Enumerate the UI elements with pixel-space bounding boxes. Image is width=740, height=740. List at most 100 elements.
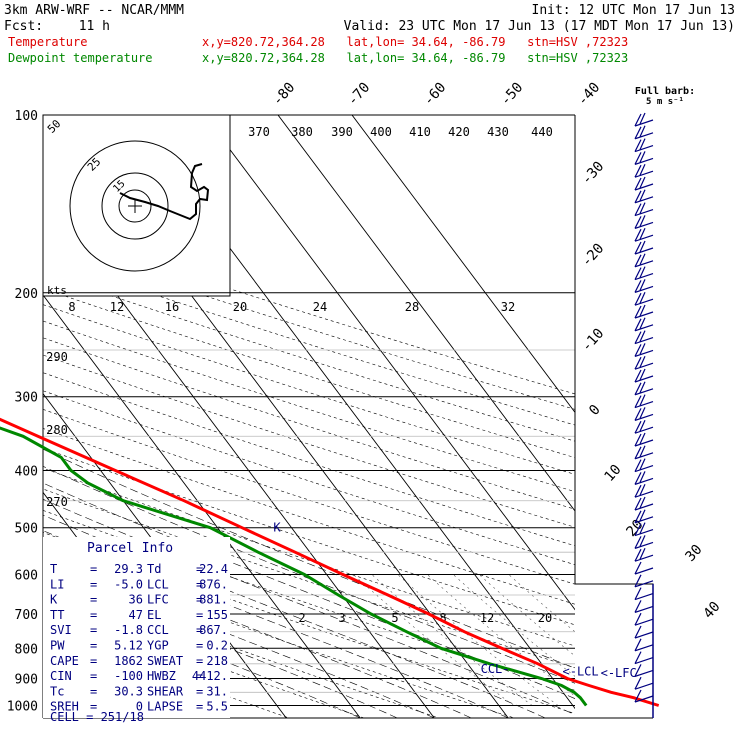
parcel-label2-6: SWEAT bbox=[147, 654, 183, 668]
parcel-eq: = bbox=[90, 593, 97, 607]
wind-barb-legend-title: Full barb: bbox=[635, 86, 695, 97]
temp-tick-8: 0 bbox=[586, 402, 604, 419]
adiabat-label-2: 390 bbox=[331, 125, 353, 139]
parcel-value-2: 36 bbox=[129, 593, 143, 607]
parcel-eq: = bbox=[90, 623, 97, 637]
wind-barb bbox=[634, 452, 654, 460]
parcel-eq2: = bbox=[196, 623, 203, 637]
wind-barb bbox=[634, 324, 654, 332]
hodograph: 50 25 15 kts bbox=[42, 114, 231, 297]
fcst-value: 11 h bbox=[79, 19, 110, 34]
wind-barb bbox=[634, 311, 654, 319]
parcel-eq: = bbox=[90, 562, 97, 576]
pressure-label-900: 900 bbox=[15, 672, 38, 687]
parcel-value-1: -5.0 bbox=[114, 577, 143, 591]
wind-barb bbox=[634, 209, 654, 217]
mixing-ratio-label-9: 5 bbox=[391, 611, 398, 625]
parcel-value2-6: 218 bbox=[206, 654, 228, 668]
mixing-ratio-label-11: 12 bbox=[480, 611, 494, 625]
wind-barb bbox=[634, 669, 654, 677]
parcel-value-0: 29.3 bbox=[114, 562, 143, 576]
adiabat-label-1: 380 bbox=[291, 125, 313, 139]
wind-barb bbox=[634, 631, 654, 639]
temp-tick-0: -80 bbox=[270, 80, 299, 110]
wind-barb bbox=[634, 337, 654, 345]
temp-tick-2: -60 bbox=[421, 80, 450, 110]
wind-barb bbox=[634, 695, 654, 703]
wind-barb bbox=[634, 413, 654, 421]
mixing-ratio-label-6: 32 bbox=[501, 300, 515, 314]
parcel-label-2: K bbox=[50, 593, 58, 607]
parcel-label2-2: LFC bbox=[147, 593, 169, 607]
wind-barb bbox=[634, 298, 654, 306]
parcel-label-7: CIN bbox=[50, 669, 72, 683]
mixing-ratio-label-1: 12 bbox=[110, 300, 124, 314]
parcel-label-8: Tc bbox=[50, 684, 64, 698]
wind-barb bbox=[634, 490, 654, 498]
legend-dewpoint-info: x,y=820.72,364.28 lat,lon= 34.64, -86.79… bbox=[202, 51, 628, 65]
wind-barb bbox=[634, 362, 654, 370]
wind-barb bbox=[634, 529, 654, 537]
parcel-eq: = bbox=[90, 608, 97, 622]
wind-barb bbox=[634, 349, 654, 357]
parcel-label-9: SREH bbox=[50, 700, 79, 714]
parcel-value-8: 30.3 bbox=[114, 684, 143, 698]
hodo-units: kts bbox=[47, 284, 67, 297]
temp-tick-7: -10 bbox=[579, 326, 608, 356]
wind-barb bbox=[634, 426, 654, 434]
parcel-label2-1: LCL bbox=[147, 577, 169, 591]
parcel-label-4: SVI bbox=[50, 623, 72, 637]
parcel-value-9: 0 bbox=[136, 700, 143, 714]
parcel-eq: = bbox=[90, 684, 97, 698]
mixing-ratio-label-3: 20 bbox=[233, 300, 247, 314]
adiabat-label-10: 270 bbox=[46, 495, 68, 509]
wind-barb bbox=[634, 567, 654, 575]
parcel-label2-4: CCL bbox=[147, 623, 169, 637]
parcel-info-box: Parcel Info T = 29.3 Td =22.4LI = -5.0 LCL =876.… bbox=[43, 537, 230, 724]
mixing-ratio-label-7: 2 bbox=[298, 611, 305, 625]
parcel-value2-4: 867. bbox=[199, 623, 228, 637]
parcel-label-3: TT bbox=[50, 608, 64, 622]
annotation-1: K bbox=[273, 521, 281, 535]
wind-barb bbox=[634, 401, 654, 409]
model-title: 3km ARW-WRF -- NCAR/MMM bbox=[4, 3, 184, 18]
parcel-info-title: Parcel Info bbox=[87, 541, 173, 556]
wind-barb bbox=[634, 554, 654, 562]
parcel-label2-8: SHEAR bbox=[147, 684, 184, 698]
legend-dewpoint-label: Dewpoint temperature bbox=[8, 51, 153, 65]
wind-barb bbox=[634, 580, 654, 588]
adiabat-label-5: 420 bbox=[448, 125, 470, 139]
pressure-label-400: 400 bbox=[15, 465, 38, 480]
temp-tick-12: 40 bbox=[700, 599, 723, 622]
wind-barb bbox=[634, 388, 654, 396]
wind-barb bbox=[634, 657, 654, 665]
parcel-value2-5: 0.2 bbox=[206, 639, 228, 653]
adiabat-label-6: 430 bbox=[487, 125, 509, 139]
parcel-label-5: PW bbox=[50, 639, 65, 653]
wind-barb bbox=[634, 682, 654, 690]
wind-barb bbox=[634, 477, 654, 485]
mixing-ratio-label-5: 28 bbox=[405, 300, 419, 314]
annotation-2: CCL- bbox=[481, 662, 510, 676]
temp-tick-5: -30 bbox=[579, 159, 608, 189]
temp-tick-11: 30 bbox=[682, 542, 705, 565]
parcel-eq: = bbox=[90, 577, 97, 591]
wind-barb bbox=[634, 119, 654, 127]
parcel-eq: = bbox=[90, 669, 97, 683]
wind-barb bbox=[634, 644, 654, 652]
adiabat-label-8: 290 bbox=[46, 350, 68, 364]
parcel-value2-7: 4412. bbox=[192, 669, 228, 683]
adiabat-label-3: 400 bbox=[370, 125, 392, 139]
parcel-value2-0: 22.4 bbox=[199, 562, 228, 576]
parcel-value-7: -100 bbox=[114, 669, 143, 683]
valid-time: Valid: 23 UTC Mon 17 Jun 13 (17 MDT Mon … bbox=[344, 19, 735, 34]
parcel-label2-0: Td bbox=[147, 562, 161, 576]
wind-barb bbox=[634, 285, 654, 293]
legend-temperature-label: Temperature bbox=[8, 35, 87, 49]
pressure-label-100: 100 bbox=[15, 109, 38, 124]
pressure-label-800: 800 bbox=[15, 642, 38, 657]
parcel-eq2: = bbox=[196, 639, 203, 653]
temp-tick-9: 10 bbox=[601, 462, 624, 485]
mixing-ratio-label-4: 24 bbox=[313, 300, 327, 314]
parcel-label-1: LI bbox=[50, 577, 64, 591]
